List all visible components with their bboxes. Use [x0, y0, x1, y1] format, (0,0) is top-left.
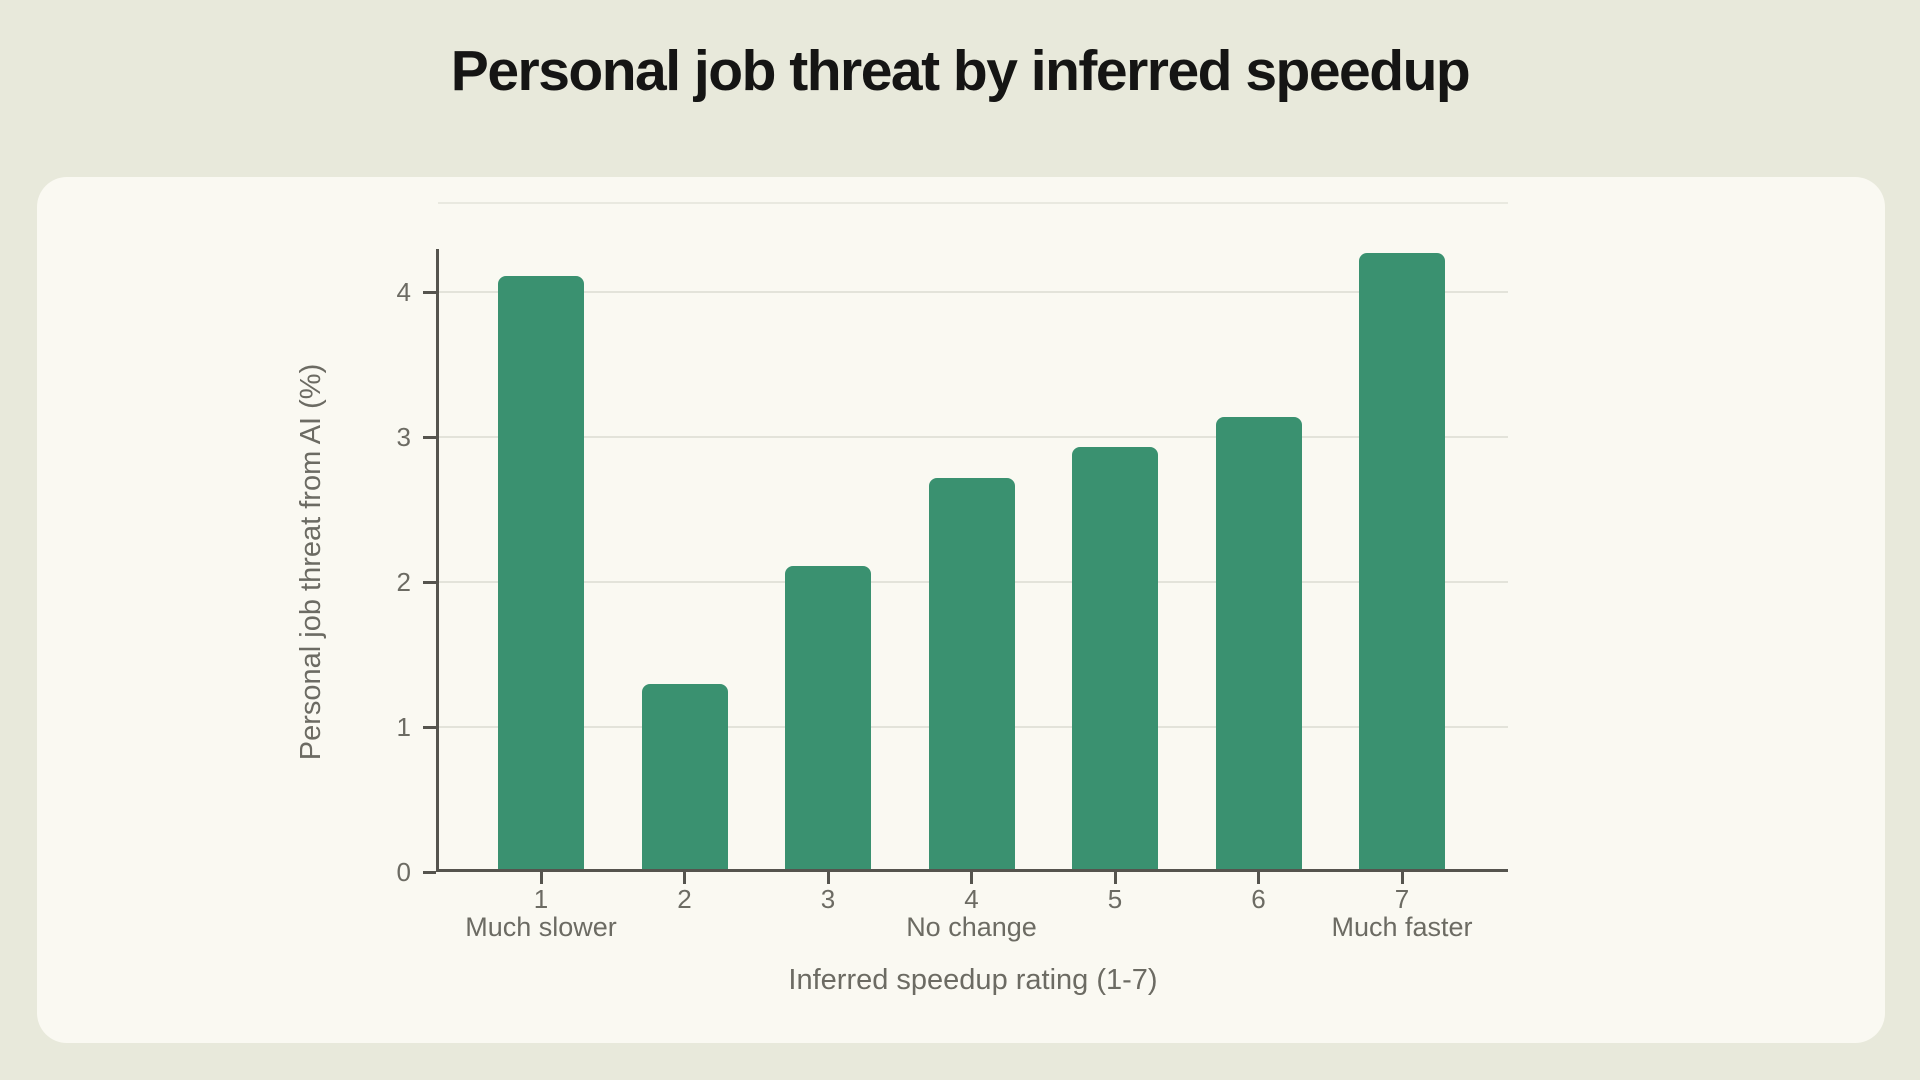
- chart-title: Personal job threat by inferred speedup: [450, 39, 1471, 103]
- chart-card: [37, 177, 1885, 1043]
